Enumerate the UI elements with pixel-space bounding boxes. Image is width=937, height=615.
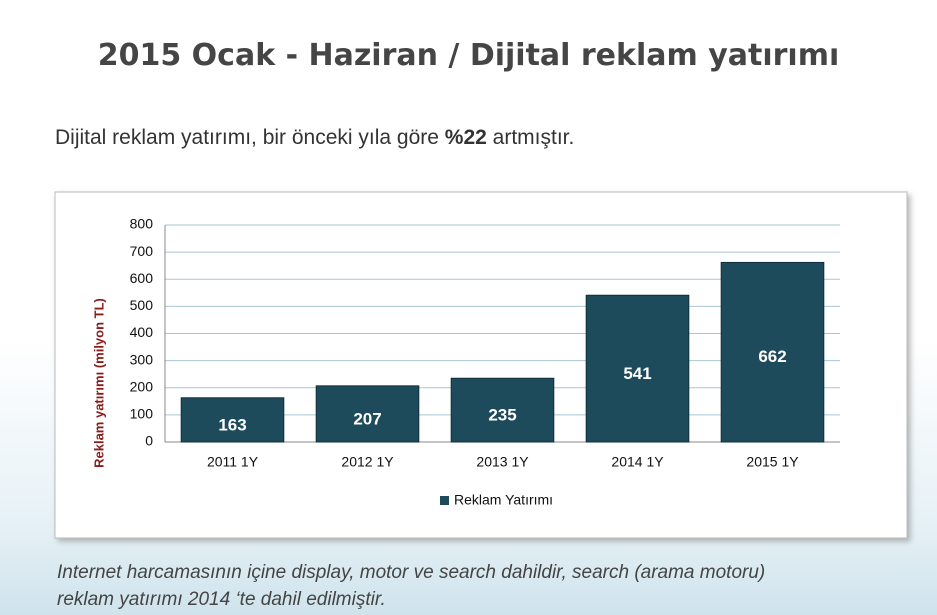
subtitle-highlight: %22 — [444, 126, 487, 149]
bar — [720, 261, 825, 443]
x-tick-label: 2012 1Y — [341, 454, 394, 470]
y-axis-label: Reklam yatırımı (milyon TL) — [91, 298, 106, 468]
bar — [180, 397, 285, 443]
y-tick-label: 0 — [145, 433, 153, 449]
y-tick-label: 500 — [130, 297, 154, 313]
legend-label: Reklam Yatırımı — [454, 492, 553, 508]
footnote-line: reklam yatırımı 2014 ‘te dahil edilmişti… — [57, 589, 386, 610]
y-tick-label: 600 — [130, 270, 154, 286]
data-label: 207 — [353, 409, 381, 428]
bar — [450, 377, 555, 443]
chart: Reklam yatırımı (milyon TL) 0 100 200 300 40… — [54, 191, 908, 539]
x-tick-label: 2014 1Y — [611, 454, 664, 470]
bar — [315, 385, 420, 443]
subtitle: Dijital reklam yatırımı, bir önceki yıla… — [55, 126, 574, 150]
subtitle-text: Dijital reklam yatırımı, bir önceki yıla… — [55, 126, 439, 149]
x-tick-label: 2011 1Y — [207, 454, 259, 470]
x-tick-label: 2015 1Y — [746, 454, 799, 470]
y-tick-label: 100 — [130, 406, 154, 422]
y-tick-label: 700 — [130, 243, 154, 259]
legend-swatch — [440, 496, 449, 505]
subtitle-text: artmıştır. — [492, 126, 575, 149]
y-tick-label: 800 — [130, 216, 154, 232]
y-tick-label: 200 — [130, 378, 154, 394]
x-tick-label: 2013 1Y — [476, 454, 529, 470]
data-label: 662 — [758, 347, 786, 366]
data-label: 235 — [488, 406, 516, 425]
footnote: Internet harcamasının içine display, mot… — [57, 559, 765, 613]
slide-title: 2015 Ocak - Haziran / Dijital reklam yat… — [97, 38, 840, 73]
y-tick-label: 300 — [130, 351, 154, 367]
data-label: 541 — [623, 364, 651, 383]
data-label: 163 — [218, 415, 246, 434]
y-tick-label: 400 — [130, 324, 154, 340]
bar — [585, 294, 690, 443]
footnote-line: Internet harcamasının içine display, mot… — [57, 562, 766, 583]
